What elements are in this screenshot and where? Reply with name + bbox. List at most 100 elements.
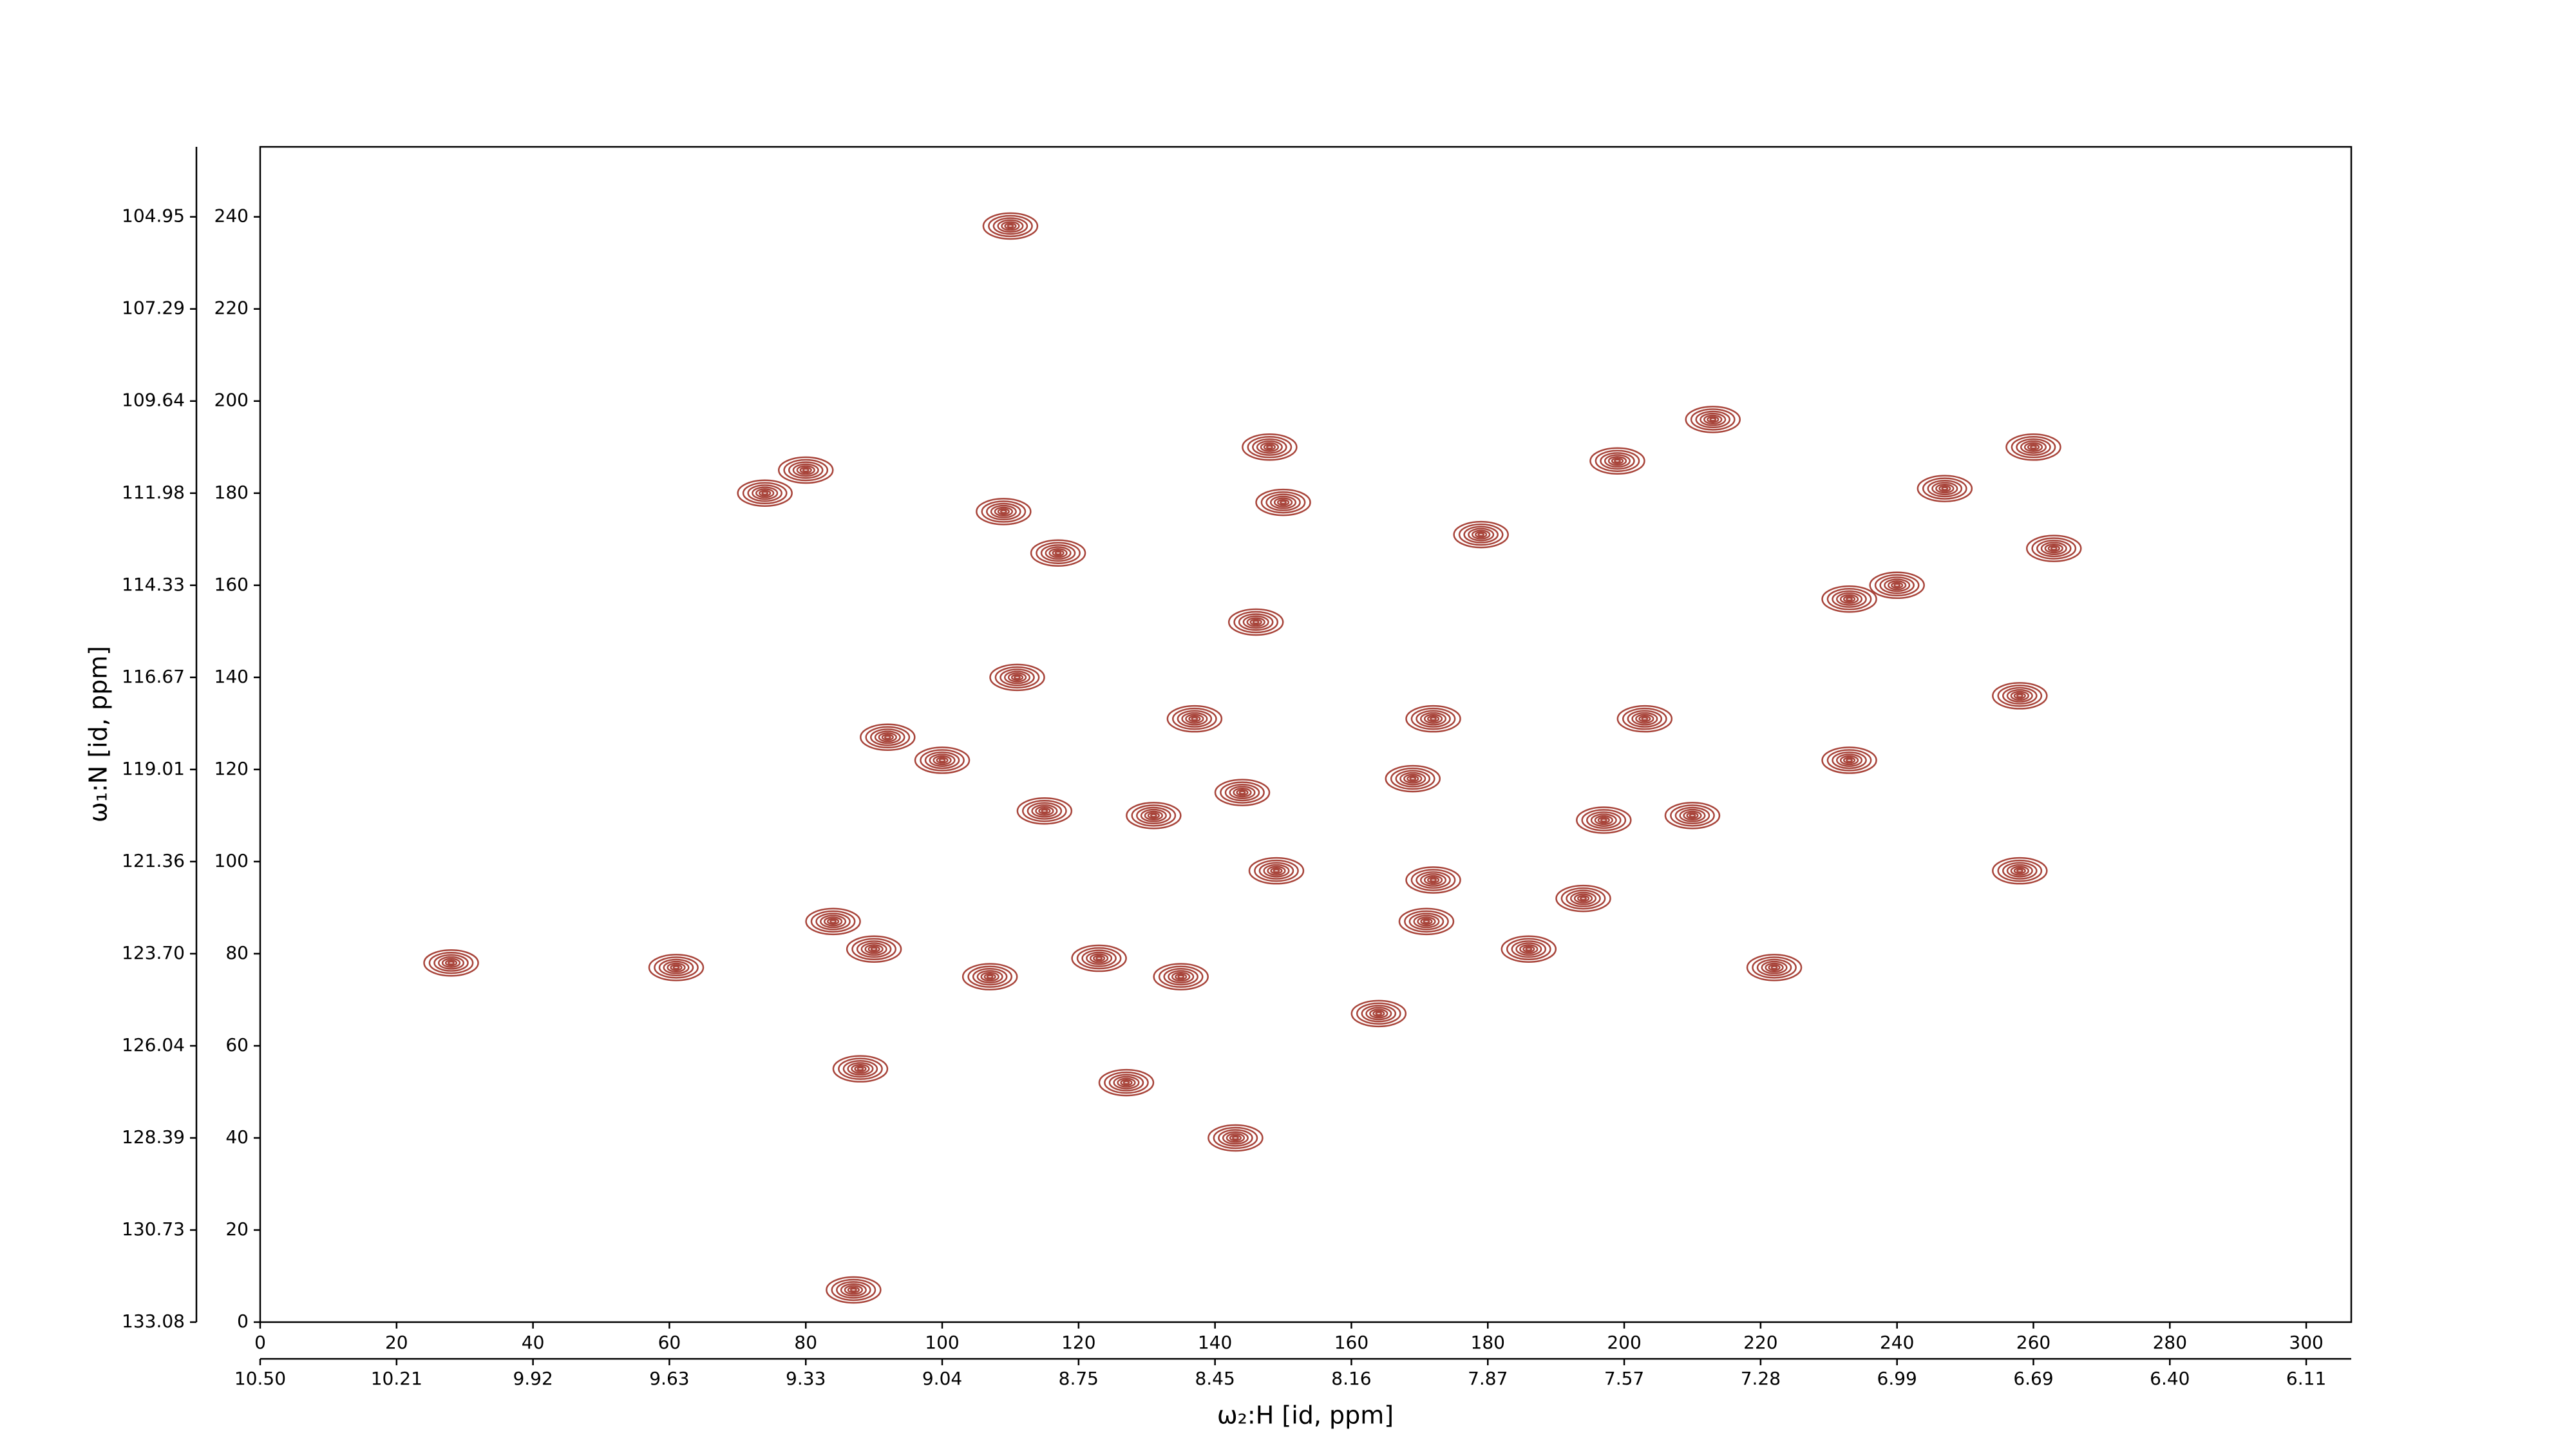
- peak-contour: [1172, 707, 1217, 730]
- peak-contour: [1258, 862, 1294, 880]
- peak-contour: [1222, 1131, 1249, 1145]
- peak-contour: [1917, 475, 1973, 502]
- peak-contour: [1566, 889, 1601, 907]
- peak-contour: [1525, 947, 1533, 951]
- peak-contour: [1252, 438, 1287, 456]
- peak-contour: [2016, 694, 2023, 698]
- peak-contour: [448, 960, 455, 965]
- peak-contour: [1576, 806, 1632, 834]
- y2-tick-label: 133.08: [122, 1311, 185, 1332]
- peak-contour: [1361, 1005, 1397, 1023]
- peak-contour: [1040, 544, 1076, 562]
- peak-contour: [1095, 956, 1103, 961]
- x-tick-label: 140: [1198, 1332, 1232, 1353]
- peak-contour: [1832, 751, 1867, 770]
- y2-tick-label: 114.33: [122, 574, 185, 595]
- x2-tick-label: 9.92: [513, 1368, 553, 1389]
- peak-contour: [823, 916, 843, 927]
- peak-contour: [831, 1278, 876, 1302]
- peak-contour: [2002, 687, 2038, 705]
- peak-contour: [1595, 450, 1640, 472]
- peak-contour: [997, 219, 1024, 233]
- peak-contour: [1007, 223, 1014, 229]
- peak-contour: [820, 914, 847, 929]
- peak-contour: [658, 958, 694, 977]
- peak-contour: [799, 466, 812, 474]
- x-tick-label: 80: [794, 1332, 817, 1353]
- peak-contour: [1839, 594, 1859, 604]
- peak-contour: [1471, 529, 1491, 540]
- peak-contour: [1089, 953, 1109, 963]
- peak-contour: [2010, 866, 2029, 876]
- peak-contour: [1191, 716, 1198, 721]
- peak-contour: [437, 956, 465, 970]
- y-tick-label: 0: [237, 1311, 249, 1332]
- y-tick-label: 160: [214, 574, 249, 595]
- y-tick-label: 60: [225, 1034, 249, 1056]
- peak-contour: [860, 942, 887, 956]
- peak-contour: [1689, 813, 1696, 818]
- peak-contour: [1631, 712, 1658, 726]
- peak-contour: [1220, 781, 1265, 804]
- peak-contour: [1842, 757, 1856, 764]
- peak-contour: [2013, 867, 2026, 875]
- peak-contour: [851, 938, 896, 960]
- peak-contour: [864, 944, 884, 954]
- peak-contour: [1690, 408, 1736, 431]
- peak-contour: [976, 498, 1032, 526]
- peak-contour: [1604, 454, 1631, 468]
- peak-contour: [1761, 960, 1788, 974]
- peak-contour: [1108, 1074, 1144, 1092]
- peak-contour: [838, 1057, 883, 1080]
- peak-contour: [2010, 690, 2029, 701]
- peak-contour: [844, 1285, 864, 1295]
- peak-contour: [759, 489, 772, 497]
- peak-contour: [1188, 715, 1201, 723]
- y2-tick-label: 111.98: [122, 482, 185, 503]
- x2-tick-label: 8.45: [1195, 1368, 1235, 1389]
- x2-tick-label: 10.50: [234, 1368, 286, 1389]
- peak-contour: [1356, 1002, 1401, 1025]
- peak-contour: [999, 509, 1007, 514]
- peak-contour: [1594, 815, 1613, 826]
- peak-contour: [1695, 410, 1731, 429]
- peak-contour: [1893, 583, 1901, 588]
- peak-contour: [1031, 804, 1058, 818]
- peak-contour: [1869, 571, 1925, 600]
- x2-tick-label: 6.40: [2150, 1368, 2190, 1389]
- peak-contour: [1453, 520, 1509, 549]
- peak-contour: [1229, 1134, 1242, 1142]
- peak-contour: [1153, 963, 1209, 990]
- plot-area: [260, 147, 2351, 1322]
- peak-contour: [796, 465, 815, 475]
- peak-contour: [1213, 1126, 1258, 1150]
- peak-contour: [1935, 483, 1955, 494]
- peak-contour: [1249, 618, 1262, 626]
- peak-contour: [832, 1055, 889, 1083]
- peak-contour: [1224, 783, 1260, 802]
- peak-contour: [920, 749, 965, 772]
- peak-contour: [1214, 779, 1271, 806]
- peak-contour: [842, 1060, 878, 1078]
- peak-contour: [1832, 590, 1867, 608]
- peak-contour: [1768, 964, 1781, 971]
- peak-contour: [983, 973, 996, 980]
- peak-contour: [874, 730, 901, 744]
- peak-contour: [1770, 965, 1778, 970]
- peak-contour: [1229, 786, 1256, 800]
- peak-contour: [857, 1066, 864, 1071]
- peak-contour: [1233, 787, 1252, 798]
- x2-tick-label: 7.87: [1468, 1368, 1508, 1389]
- x-tick-label: 100: [925, 1332, 959, 1353]
- y-tick-label: 40: [225, 1126, 249, 1148]
- peak-contour: [1879, 576, 1915, 594]
- peak-contour: [1679, 808, 1706, 822]
- peak-contour: [1238, 790, 1246, 795]
- peak-contour: [1003, 670, 1031, 685]
- y-tick-label: 140: [214, 666, 249, 687]
- peak-contour: [667, 962, 686, 973]
- peak-contour: [1147, 812, 1160, 819]
- peak-contour: [865, 726, 911, 749]
- peak-contour: [1887, 580, 1907, 591]
- peak-contour: [972, 968, 1008, 986]
